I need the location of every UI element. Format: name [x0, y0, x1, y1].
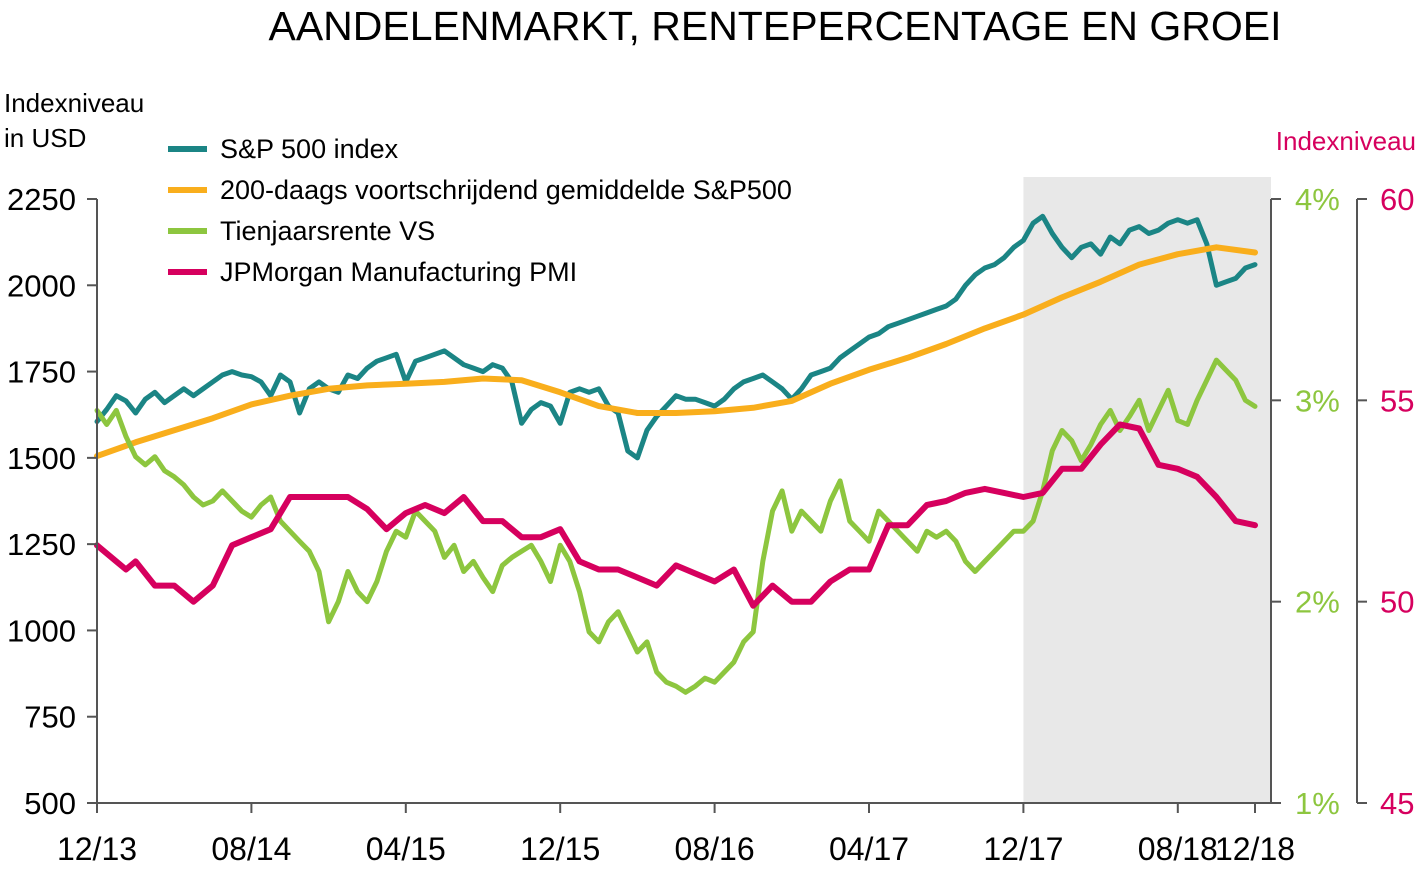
- x-tick-label: 08/14: [211, 831, 291, 867]
- x-tick-label: 12/15: [520, 831, 600, 867]
- x-tick-label: 12/17: [983, 831, 1063, 867]
- middle-tick-label: 1%: [1295, 786, 1340, 821]
- left-tick-label: 1500: [7, 441, 76, 476]
- middle-tick-label: 2%: [1295, 585, 1340, 620]
- x-tick-label: 04/15: [366, 831, 446, 867]
- x-tick-label: 12/13: [57, 831, 137, 867]
- legend-label: 200-daags voortschrijdend gemiddelde S&P…: [220, 175, 792, 205]
- middle-tick-label: 3%: [1295, 383, 1340, 418]
- left-tick-label: 2250: [7, 182, 76, 217]
- left-tick-label: 500: [24, 786, 76, 821]
- axes-group: 500 750 1000 1250 1500 1750 2000 2250 12/13 08/14…: [7, 182, 1414, 867]
- left-axis-label-line-2: in USD: [4, 123, 86, 153]
- series-group: [94, 213, 1258, 695]
- shaded-region: [1023, 177, 1271, 803]
- legend: S&P 500 index 200-daags voortschrijdend g…: [168, 134, 792, 287]
- right-tick-label: 55: [1380, 383, 1414, 418]
- legend-label: Tienjaarsrente VS: [220, 216, 435, 246]
- left-axis-label-line-1: Indexniveau: [4, 88, 144, 118]
- series-line-3: [94, 357, 1258, 695]
- series-line-2: [94, 244, 1258, 460]
- x-tick-label: 04/17: [829, 831, 909, 867]
- right-tick-label: 45: [1380, 786, 1414, 821]
- series-line-4: [94, 421, 1258, 609]
- left-tick-label: 1250: [7, 527, 76, 562]
- left-tick-label: 750: [24, 700, 76, 735]
- left-tick-label: 2000: [7, 268, 76, 303]
- legend-label: JPMorgan Manufacturing PMI: [220, 257, 577, 287]
- left-tick-label: 1000: [7, 613, 76, 648]
- left-tick-label: 1750: [7, 355, 76, 390]
- right-axis-label: Indexniveau: [1276, 126, 1416, 156]
- series-line-1: [94, 213, 1258, 461]
- x-tick-label: 08/16: [675, 831, 755, 867]
- right-tick-label: 50: [1380, 585, 1414, 620]
- chart-title: AANDELENMARKT, RENTEPERCENTAGE EN GROEI: [268, 3, 1281, 49]
- x-tick-label: 08/18: [1138, 831, 1218, 867]
- middle-tick-label: 4%: [1295, 182, 1340, 217]
- legend-label: S&P 500 index: [220, 134, 399, 164]
- right-tick-label: 60: [1380, 182, 1414, 217]
- x-tick-label: 12/18: [1215, 831, 1295, 867]
